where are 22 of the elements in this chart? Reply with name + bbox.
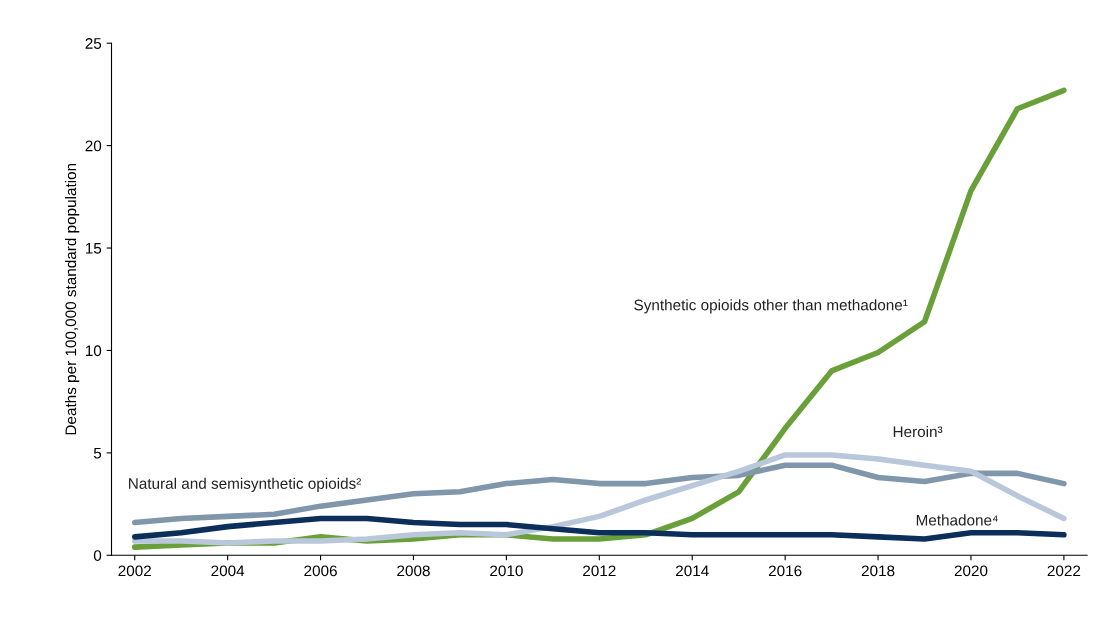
y-tick-label: 25 — [85, 38, 102, 49]
series-label: Natural and semisynthetic opioids² — [129, 477, 362, 492]
x-tick-label: 2022 — [1047, 565, 1081, 577]
y-tick-label: 5 — [93, 447, 102, 459]
x-tick-label: 2004 — [211, 565, 245, 577]
series-label: Synthetic opioids other than methadone¹ — [634, 299, 908, 314]
x-tick-label: 2020 — [954, 565, 988, 577]
x-tick-label: 2012 — [583, 565, 616, 577]
series-label: Heroin³ — [893, 425, 943, 438]
y-tick-label: 0 — [93, 550, 102, 561]
x-tick-label: 2010 — [490, 565, 523, 577]
x-tick-label: 2016 — [768, 565, 802, 577]
y-axis-title: Deaths per 100,000 standard population — [64, 163, 80, 435]
x-tick-label: 2006 — [304, 565, 337, 577]
y-tick-label: 20 — [85, 140, 102, 152]
x-tick-label: 2018 — [861, 565, 895, 577]
x-tick-label: 2008 — [397, 565, 430, 577]
y-tick-label: 10 — [85, 345, 102, 357]
x-tick-label: 2002 — [118, 565, 151, 577]
x-tick-label: 2014 — [676, 565, 709, 577]
y-tick-label: 15 — [85, 243, 102, 254]
series-label: Methadone⁴ — [916, 514, 998, 526]
